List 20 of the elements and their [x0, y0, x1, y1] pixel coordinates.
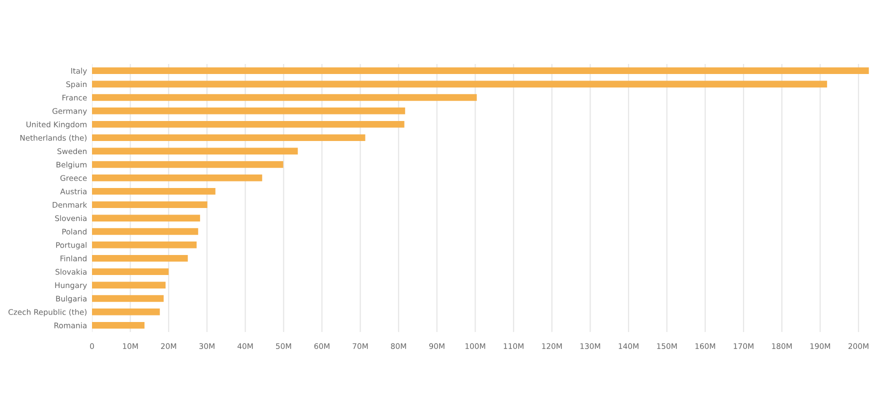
bar [92, 308, 160, 316]
bar [92, 254, 188, 262]
bar [92, 268, 169, 276]
bar [92, 148, 298, 154]
bar [92, 94, 477, 101]
bar [92, 174, 262, 182]
bar [92, 108, 406, 114]
bar [92, 201, 208, 208]
bar [92, 188, 216, 195]
bar [92, 80, 828, 88]
bar [92, 120, 404, 128]
bar [92, 228, 198, 235]
bar [92, 214, 200, 222]
bar [92, 295, 164, 302]
bar [92, 282, 166, 288]
bar [92, 322, 145, 329]
bar [92, 242, 197, 248]
bar [92, 134, 366, 142]
bar [92, 161, 284, 168]
bar [92, 67, 869, 74]
